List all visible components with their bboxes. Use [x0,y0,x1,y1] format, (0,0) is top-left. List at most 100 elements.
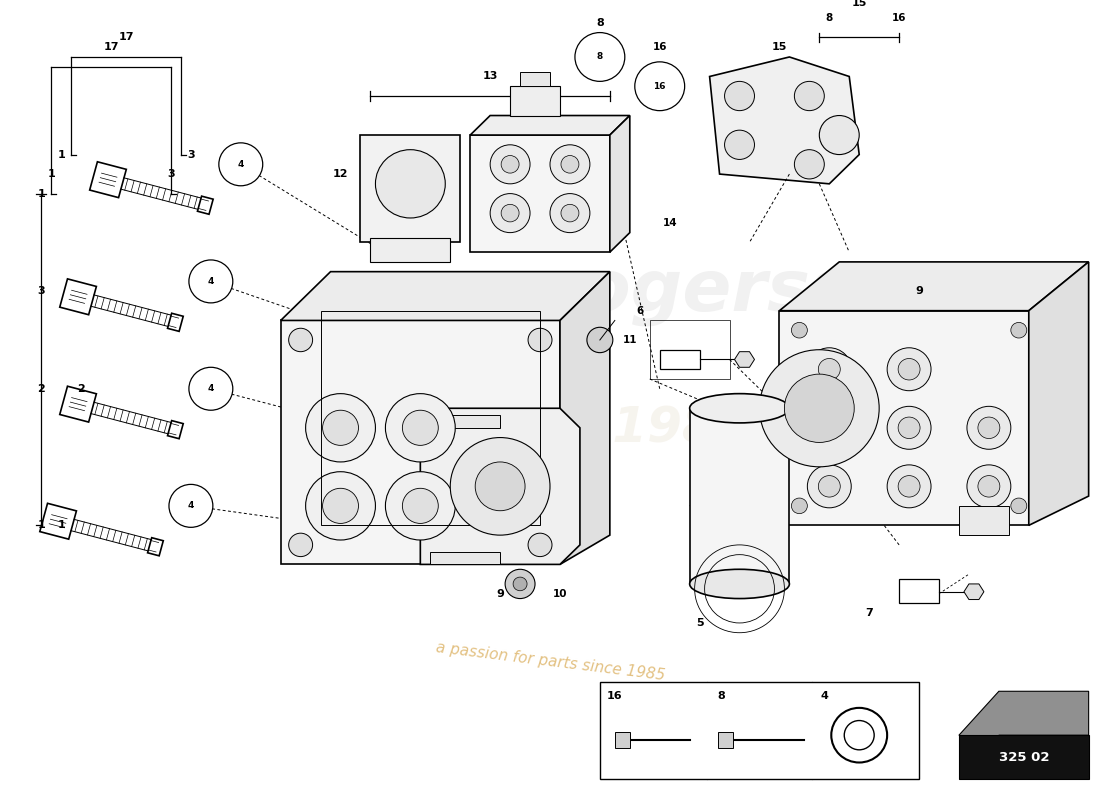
Polygon shape [780,262,1089,310]
FancyBboxPatch shape [615,732,630,748]
FancyBboxPatch shape [899,579,939,603]
Ellipse shape [690,394,790,423]
Circle shape [818,358,840,380]
Circle shape [505,570,535,598]
Circle shape [898,417,920,438]
FancyBboxPatch shape [361,135,460,242]
Text: 3: 3 [167,169,175,179]
Circle shape [967,406,1011,450]
Polygon shape [609,115,630,252]
Text: 16: 16 [892,13,906,23]
Circle shape [385,394,455,462]
Circle shape [794,150,824,179]
Circle shape [791,322,807,338]
Circle shape [322,410,359,446]
Circle shape [288,328,312,352]
Circle shape [575,33,625,82]
Ellipse shape [690,570,790,598]
Circle shape [513,577,527,590]
Circle shape [820,115,859,154]
Circle shape [967,465,1011,508]
Circle shape [502,155,519,173]
Text: 2: 2 [77,384,85,394]
Circle shape [1011,498,1026,514]
Circle shape [502,204,519,222]
Circle shape [403,410,438,446]
Circle shape [898,358,920,380]
Circle shape [306,472,375,540]
Text: 16: 16 [652,42,667,52]
Text: 5: 5 [696,618,703,628]
Text: 16: 16 [653,82,666,90]
Circle shape [635,62,684,110]
Polygon shape [59,386,97,422]
Polygon shape [147,538,163,556]
Polygon shape [710,57,859,184]
Circle shape [587,327,613,353]
Circle shape [818,476,840,497]
Text: 4: 4 [188,502,194,510]
Text: 1: 1 [57,150,65,159]
Text: 15: 15 [772,42,788,52]
FancyBboxPatch shape [959,506,1009,535]
Text: 11: 11 [623,335,637,345]
FancyBboxPatch shape [717,732,733,748]
Text: 10: 10 [552,589,568,598]
Circle shape [550,145,590,184]
Circle shape [528,533,552,557]
Circle shape [475,462,525,510]
Text: 8: 8 [596,18,604,28]
Text: 8: 8 [717,691,725,701]
Circle shape [288,533,312,557]
Circle shape [306,394,375,462]
Text: 6: 6 [636,306,644,316]
Circle shape [561,155,579,173]
Circle shape [978,417,1000,438]
Text: 2: 2 [37,384,45,394]
Circle shape [759,350,879,467]
Circle shape [807,348,851,390]
FancyBboxPatch shape [371,238,450,262]
Circle shape [784,374,855,442]
Text: 4: 4 [238,160,244,169]
Text: since 1985: since 1985 [449,404,751,452]
Circle shape [898,476,920,497]
Circle shape [528,328,552,352]
Polygon shape [167,314,184,331]
Circle shape [403,488,438,523]
Polygon shape [430,415,500,428]
Circle shape [561,204,579,222]
Circle shape [818,417,840,438]
Circle shape [219,143,263,186]
Circle shape [725,130,755,159]
Polygon shape [59,279,97,314]
Polygon shape [198,196,213,214]
Polygon shape [280,272,609,321]
Circle shape [887,465,931,508]
Text: 13: 13 [483,71,498,82]
Polygon shape [420,408,580,565]
Polygon shape [959,691,1089,759]
Polygon shape [280,321,560,565]
Polygon shape [430,552,500,565]
Circle shape [189,367,233,410]
Text: a passion for parts since 1985: a passion for parts since 1985 [434,641,666,683]
Circle shape [978,476,1000,497]
FancyBboxPatch shape [660,350,700,370]
Text: 12: 12 [333,169,349,179]
Circle shape [169,484,213,527]
Text: 1: 1 [37,520,45,530]
Text: 325 02: 325 02 [999,751,1049,764]
Polygon shape [470,115,630,135]
FancyBboxPatch shape [520,72,550,86]
Polygon shape [735,352,755,367]
Polygon shape [1028,262,1089,526]
Text: 3: 3 [187,150,195,159]
Polygon shape [40,503,76,539]
Circle shape [189,260,233,303]
Polygon shape [167,421,184,438]
Polygon shape [90,162,126,198]
Circle shape [385,472,455,540]
Circle shape [725,82,755,110]
FancyBboxPatch shape [510,86,560,115]
